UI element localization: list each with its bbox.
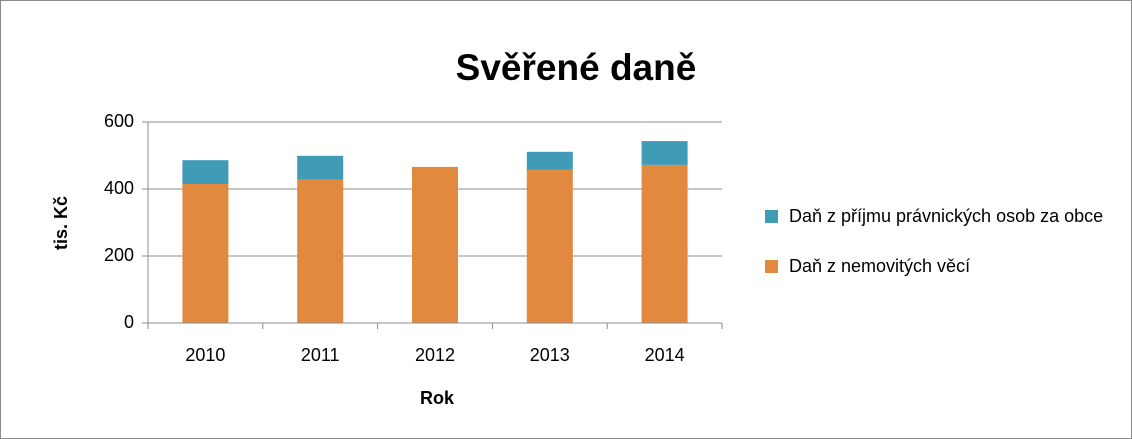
bar-segment — [526, 169, 573, 323]
legend-swatch — [765, 260, 778, 273]
legend-label: Daň z příjmu právnických osob za obce — [789, 206, 1104, 226]
x-tick-label: 2014 — [645, 345, 685, 365]
bar-segment — [641, 164, 688, 323]
legend-label: Daň z nemovitých věcí — [789, 256, 971, 276]
y-tick-label: 0 — [124, 312, 134, 332]
bar-segment — [641, 141, 688, 165]
bar-segment — [412, 166, 458, 323]
y-axis-label: tis. Kč — [51, 196, 71, 250]
bar-segment — [182, 160, 229, 184]
bar-segment — [297, 155, 344, 180]
bar-segment — [182, 183, 229, 323]
y-tick-label: 400 — [104, 178, 134, 198]
legend-swatch — [765, 210, 778, 223]
x-tick-label: 2013 — [530, 345, 570, 365]
bar-segment — [526, 151, 573, 170]
chart-title: Svěřené daně — [456, 47, 697, 88]
legend-item: Daň z příjmu právnických osob za obce — [765, 202, 1105, 230]
bar-segment — [297, 179, 344, 323]
legend-item: Daň z nemovitých věcí — [765, 252, 1105, 280]
x-tick-label: 2010 — [185, 345, 225, 365]
x-tick-label: 2011 — [301, 345, 340, 365]
y-tick-label: 600 — [104, 111, 134, 131]
x-axis-label: Rok — [420, 388, 455, 408]
y-tick-label: 200 — [104, 245, 134, 265]
x-tick-label: 2012 — [415, 345, 455, 365]
